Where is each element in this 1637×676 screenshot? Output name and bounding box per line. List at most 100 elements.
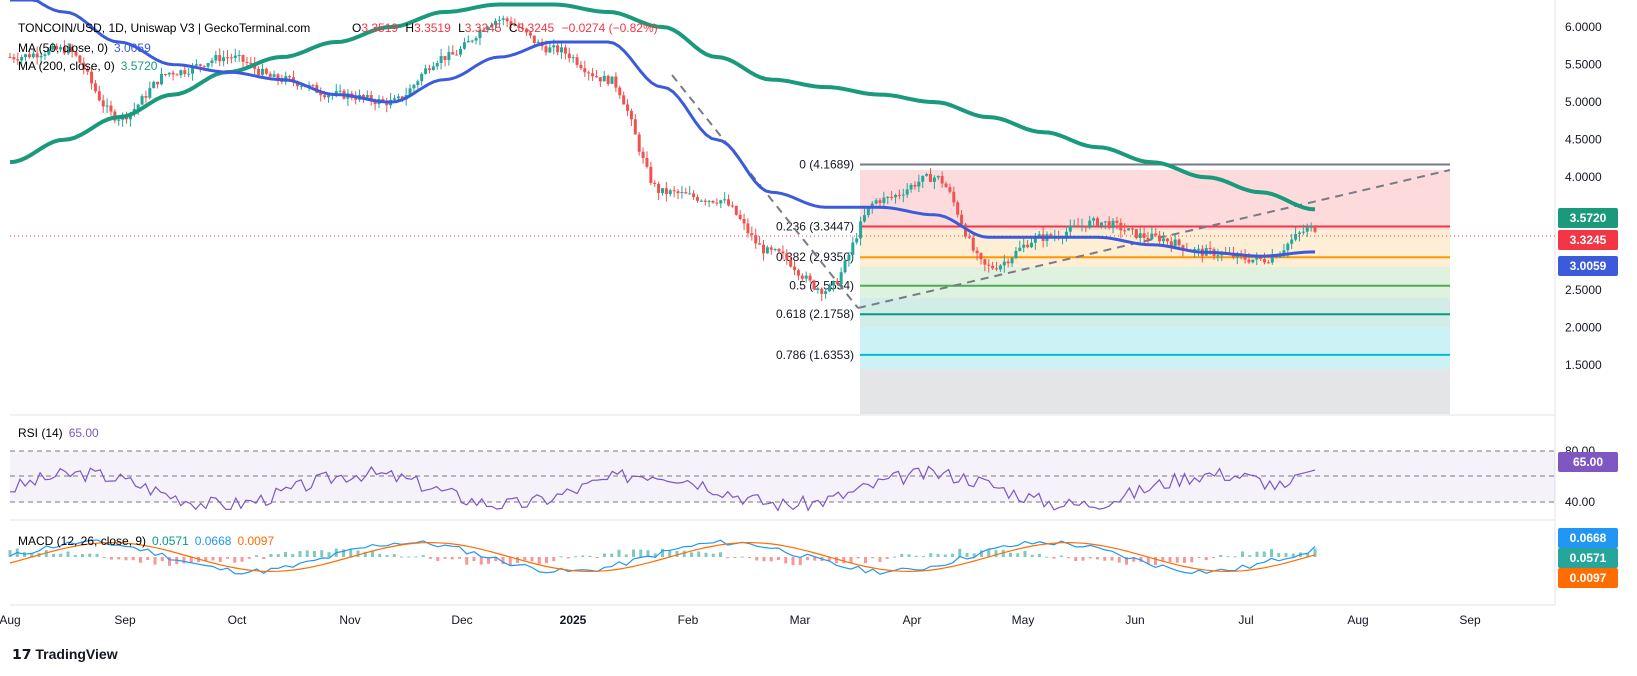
macd-bar — [508, 557, 512, 566]
price-tick-7: 1.5000 — [1565, 358, 1602, 372]
macd-bar — [595, 557, 599, 558]
macd-bar — [363, 551, 367, 557]
candle-body — [427, 68, 431, 71]
candle-body — [396, 96, 400, 99]
macd-bar — [465, 557, 469, 565]
candle-body — [509, 21, 513, 25]
macd-bar — [269, 554, 273, 557]
macd-bar — [1197, 557, 1201, 559]
macd-bar — [603, 553, 606, 557]
candle-body — [497, 19, 501, 21]
macd-bar — [1103, 557, 1107, 561]
macd-bar — [1016, 553, 1020, 557]
macd-bar — [59, 553, 63, 557]
candle-body — [1014, 250, 1018, 258]
time-tick-4: Dec — [451, 613, 472, 627]
macd-bar — [1291, 553, 1295, 557]
candle-body — [447, 52, 451, 61]
rsi-tick-1: 40.00 — [1565, 495, 1595, 509]
candle-body — [260, 68, 264, 75]
time-tick-7: Mar — [790, 613, 811, 627]
price-axis[interactable]: 6.0000 5.5000 5.0000 4.5000 4.0000 2.5000 2.00… — [1565, 20, 1602, 372]
candle-body — [101, 100, 105, 107]
axis-badges: 3.5720 3.3245 3.0059 65.00 0.0668 0.0571 0.009… — [1558, 208, 1618, 588]
candle-body — [8, 57, 12, 59]
macd-bar — [218, 557, 222, 563]
macd-bar — [675, 550, 679, 557]
candle-body — [1270, 256, 1274, 263]
macd-bar — [1190, 557, 1194, 563]
candle-body — [765, 247, 769, 254]
candle-body — [824, 291, 828, 294]
candle-body — [459, 48, 463, 55]
macd-bar — [1038, 554, 1041, 557]
macd-badge-text: 0.0668 — [1570, 531, 1607, 545]
candle-body — [909, 184, 913, 190]
candle-body — [913, 184, 917, 187]
macd-bar — [211, 557, 215, 561]
candle-body — [727, 199, 731, 206]
candle-body — [62, 47, 66, 54]
macd-bar — [8, 550, 12, 557]
macd-bar — [639, 549, 643, 557]
candle-body — [626, 104, 630, 111]
candle-body — [548, 47, 552, 53]
candle-body — [998, 265, 1002, 270]
macd-bar — [1270, 549, 1273, 557]
ohlc-readout: O3.3519 H3.3519 L3.3245 C3.3245 −0.0274 … — [352, 21, 658, 35]
candle-body — [750, 233, 754, 236]
price-tick-4: 4.0000 — [1565, 170, 1602, 184]
candle-body — [800, 275, 804, 279]
candle-body — [1068, 225, 1072, 232]
candle-body — [1297, 232, 1301, 235]
price-tick-3: 4.5000 — [1565, 133, 1602, 147]
macd-bar — [421, 555, 425, 557]
candle-body — [781, 251, 785, 254]
macd-bar — [1168, 557, 1172, 562]
candle-body — [70, 46, 74, 52]
macd-bar — [1284, 552, 1288, 557]
candle-body — [789, 259, 793, 267]
candle-body — [474, 38, 478, 41]
last-price-badge-text: 3.3245 — [1570, 233, 1607, 247]
macd-bar — [907, 554, 911, 557]
candle-body — [1243, 255, 1247, 260]
macd-bar — [501, 557, 505, 565]
macd-bar — [523, 557, 527, 561]
macd-bar — [233, 557, 237, 563]
candle-body — [311, 84, 315, 86]
time-tick-8: Apr — [903, 613, 922, 627]
candle-body — [940, 176, 944, 184]
macd-bar — [298, 551, 302, 557]
candle-body — [1084, 225, 1088, 228]
macd-bar — [922, 556, 925, 558]
candle-body — [171, 72, 175, 75]
macd-bar — [842, 557, 846, 564]
candle-body — [140, 96, 144, 105]
time-tick-1: Sep — [114, 613, 136, 627]
time-axis[interactable]: Aug Sep Oct Nov Dec 2025 Feb Mar Apr May Jun Jul Aug… — [0, 613, 1481, 627]
candle-body — [86, 69, 90, 72]
macd-bar — [1117, 557, 1121, 563]
macd-bar — [711, 553, 715, 557]
macd-bar — [733, 557, 737, 558]
macd-bar — [740, 556, 744, 558]
macd-bar — [798, 557, 802, 566]
candle-body — [851, 242, 855, 255]
candle-body — [1216, 255, 1220, 257]
candle-body — [1029, 242, 1033, 248]
candle-body — [58, 47, 62, 50]
macd-bar — [1023, 550, 1027, 557]
candle-body — [567, 53, 571, 59]
macd-bar — [313, 550, 316, 557]
fibonacci-zones — [860, 170, 1450, 414]
time-tick-13: Sep — [1459, 613, 1481, 627]
ma50-legend: MA (50, close, 0) 3.0059 — [18, 41, 151, 55]
candle-body — [587, 72, 591, 74]
tradingview-logo[interactable]: 𝟭𝟳 TradingView — [12, 646, 118, 663]
candle-body — [897, 194, 901, 196]
candle-body — [921, 175, 925, 182]
candle-body — [97, 91, 101, 101]
candle-body — [835, 281, 839, 284]
